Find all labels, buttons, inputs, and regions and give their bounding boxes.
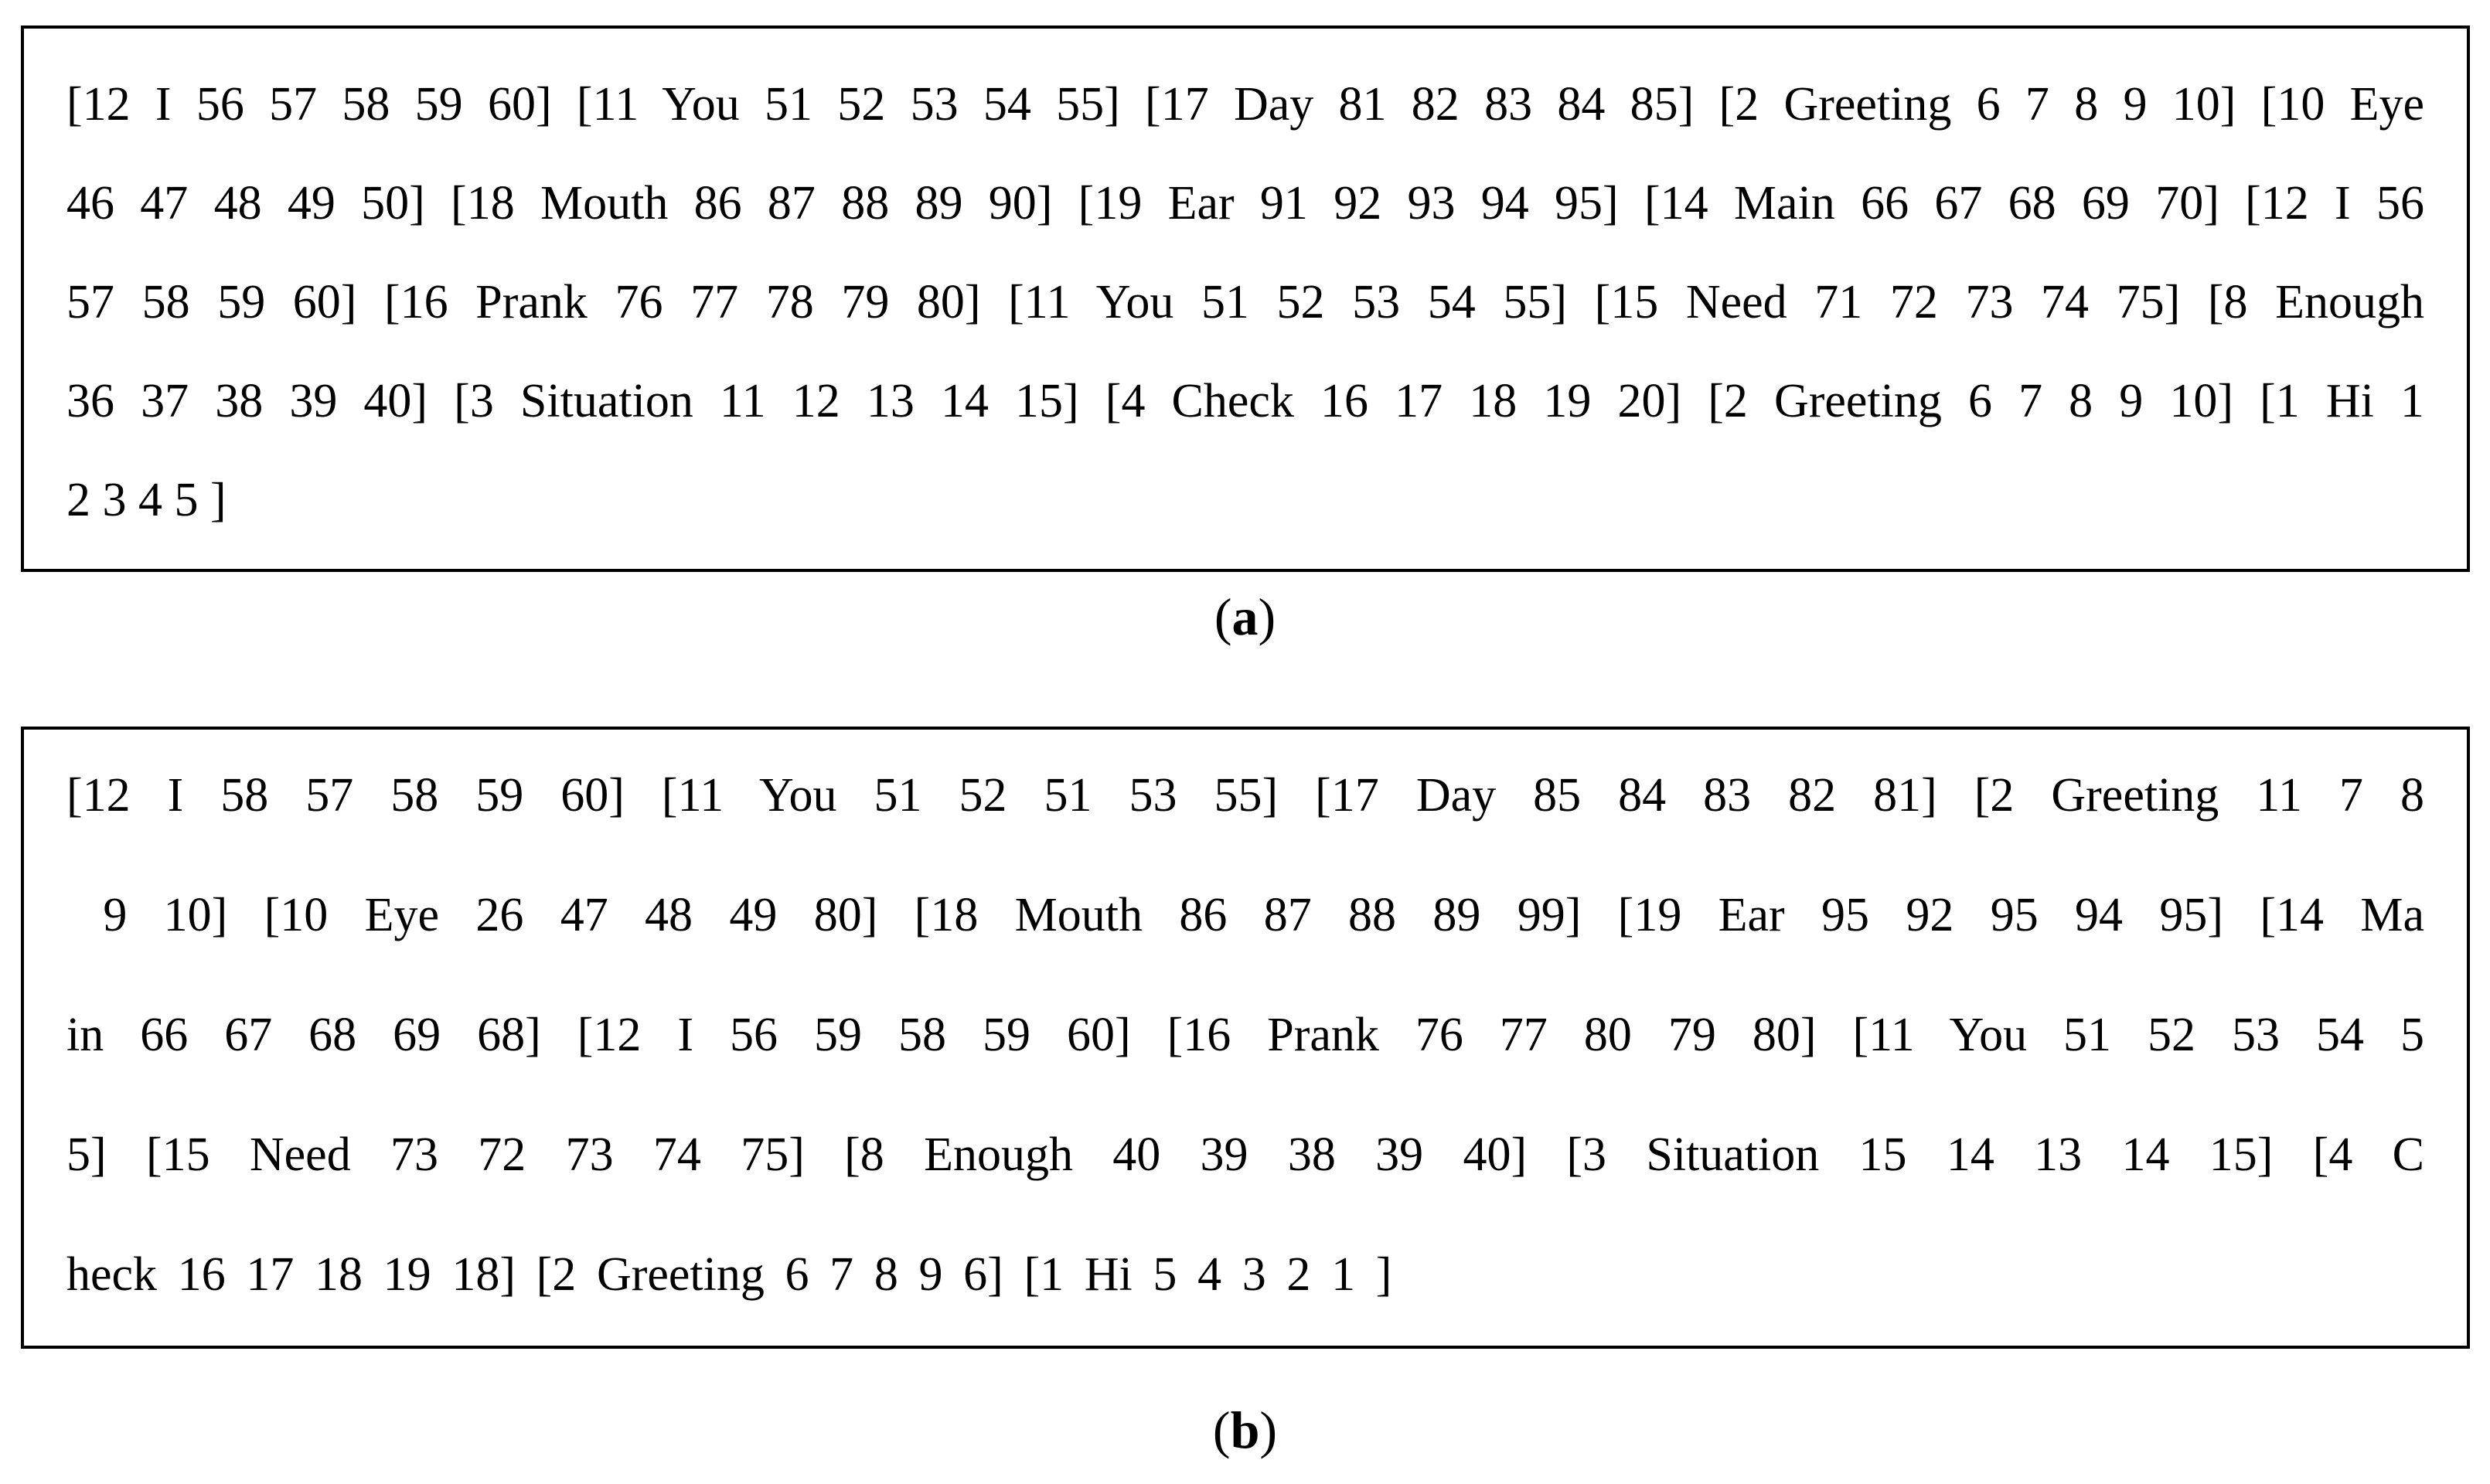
text-line: 46 47 48 49 50] [18 Mouth 86 87 88 89 90… [66,177,2424,230]
text-line: 57 58 59 60] [16 Prank 76 77 78 79 80] [… [66,276,2424,328]
sequence-panel-a: [12 I 56 57 58 59 60] [11 You 51 52 53 5… [21,26,2470,572]
sequence-panel-b: [12 I 58 57 58 59 60] [11 You 51 52 51 5… [21,727,2470,1349]
paren-open: ( [1212,1401,1231,1459]
paren-close: ) [1259,1401,1278,1459]
text-line: 5] [15 Need 73 72 73 74 75] [8 Enough 40… [66,1128,2424,1181]
panel-b-letter: b [1230,1401,1260,1459]
paren-open: ( [1214,587,1232,646]
text-line: in 66 67 68 69 68] [12 I 56 59 58 59 60]… [66,1009,2424,1061]
text-line: 36 37 38 39 40] [3 Situation 11 12 13 14… [66,375,2424,427]
text-line: 2 3 4 5 ] [66,474,227,526]
paren-close: ) [1258,587,1276,646]
panel-a-label: (a) [0,578,2490,655]
text-line: [12 I 56 57 58 59 60] [11 You 51 52 53 5… [66,78,2424,131]
panel-b-label: (b) [0,1391,2490,1469]
text-line: [12 I 58 57 58 59 60] [11 You 51 52 51 5… [66,769,2424,822]
panel-a-letter: a [1231,587,1259,646]
text-line: heck 16 17 18 19 18] [2 Greeting 6 7 8 9… [66,1248,1392,1301]
text-line: 9 10] [10 Eye 26 47 48 49 80] [18 Mouth … [66,889,2424,941]
